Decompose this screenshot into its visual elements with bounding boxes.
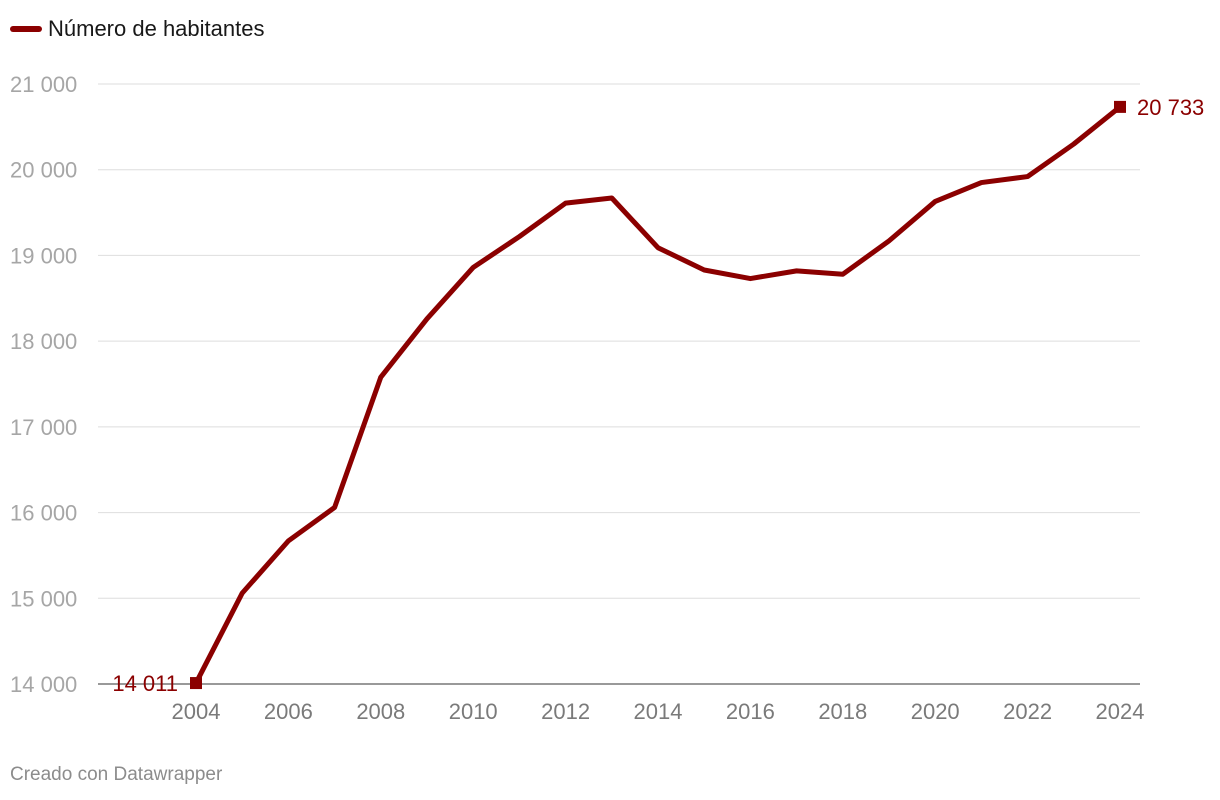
y-tick-label: 20 000 bbox=[10, 158, 77, 183]
x-tick-label: 2008 bbox=[356, 699, 405, 724]
y-axis-ticks: 14 000 15 000 16 000 17 000 18 000 19 000 20 0… bbox=[10, 72, 77, 697]
x-tick-label: 2010 bbox=[449, 699, 498, 724]
grid-lines bbox=[98, 83, 1140, 685]
endpoint-marker bbox=[190, 677, 202, 690]
x-tick-label: 2012 bbox=[541, 699, 590, 724]
x-tick-label: 2018 bbox=[818, 699, 867, 724]
x-tick-label: 2016 bbox=[726, 699, 775, 724]
y-tick-label: 17 000 bbox=[10, 415, 77, 440]
x-tick-label: 2020 bbox=[911, 699, 960, 724]
x-axis-ticks: 2004 2006 2008 2010 2012 2014 2016 2018 2020 2022… bbox=[172, 699, 1145, 724]
y-tick-label: 14 000 bbox=[10, 672, 77, 697]
data-label: 20 733 bbox=[1137, 95, 1204, 120]
endpoint-marker bbox=[1114, 100, 1126, 113]
x-tick-label: 2022 bbox=[1003, 699, 1052, 724]
x-tick-label: 2004 bbox=[172, 699, 221, 724]
x-tick-label: 2006 bbox=[264, 699, 313, 724]
x-tick-label: 2024 bbox=[1096, 699, 1145, 724]
x-tick-label: 2014 bbox=[634, 699, 683, 724]
series-line bbox=[193, 104, 1123, 686]
legend-swatch bbox=[10, 26, 42, 32]
series-layer bbox=[193, 104, 1123, 686]
y-tick-label: 21 000 bbox=[10, 72, 77, 97]
y-tick-label: 19 000 bbox=[10, 243, 77, 268]
credit-text: Creado con Datawrapper bbox=[10, 764, 223, 785]
legend: Número de habitantes bbox=[10, 16, 264, 42]
y-tick-label: 16 000 bbox=[10, 501, 77, 526]
legend-label: Número de habitantes bbox=[48, 16, 265, 41]
data-label: 14 011 bbox=[112, 671, 178, 696]
y-tick-label: 18 000 bbox=[10, 329, 77, 354]
annotations: 14 011 20 733 bbox=[112, 95, 1204, 696]
y-tick-label: 15 000 bbox=[10, 586, 77, 611]
